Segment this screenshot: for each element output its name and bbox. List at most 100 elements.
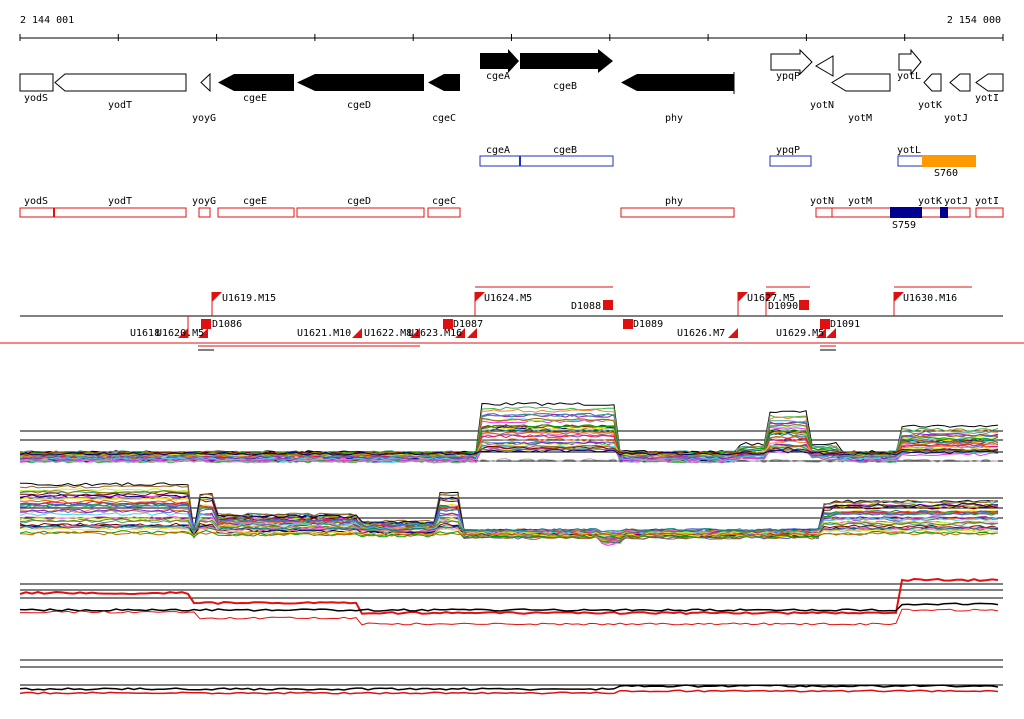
panel2-series-line [19, 529, 999, 540]
feature-label-D1089[interactable]: D1089 [633, 319, 663, 330]
gene-arrow-yotI[interactable] [975, 73, 1004, 92]
feature-label-D1090[interactable]: D1090 [768, 301, 798, 312]
red-label-phy: phy [665, 196, 683, 207]
panel2-series-line [19, 525, 999, 533]
expression-panel-1 [19, 402, 1003, 464]
panel3-series-red [19, 577, 999, 616]
gene-label-yotK: yotK [918, 100, 942, 111]
panel1-series-line [19, 447, 999, 456]
feature-label-U1619.M15[interactable]: U1619.M15 [222, 293, 276, 304]
red-segment-yoyG[interactable] [198, 207, 211, 218]
gene-label-yotN: yotN [810, 100, 834, 111]
feature-label-U1621.M10[interactable]: U1621.M10 [297, 328, 351, 339]
red-segment-cgeD[interactable] [296, 207, 425, 218]
feature-label-U1626.M7[interactable]: U1626.M7 [677, 328, 725, 339]
feature-label-U1623.M16[interactable]: U1623.M16 [408, 328, 462, 339]
feature-label-U1630.M16[interactable]: U1630.M16 [903, 293, 957, 304]
feature-label-D1086[interactable]: D1086 [212, 319, 242, 330]
red-segment-track: yodS yodT yoyG cgeE cgeD cgeC phy yotN y… [19, 196, 1004, 231]
feature-label-U1624.M5[interactable]: U1624.M5 [484, 293, 532, 304]
blue-label-cgeA: cgeA [486, 145, 510, 156]
red-label-cgeD: cgeD [347, 196, 371, 207]
feature-label-D1088[interactable]: D1088 [571, 301, 601, 312]
feature-label-U1618[interactable]: U1618 [130, 328, 160, 339]
gene-label-ypqP: ypqP [776, 71, 800, 82]
panel4-series-black [19, 684, 999, 691]
gene-arrow-yodT[interactable] [54, 73, 187, 92]
feature-label-U1620.M5[interactable]: U1620.M5 [156, 328, 204, 339]
red-label-cgeC: cgeC [432, 196, 456, 207]
gene-track-filled: cgeE cgeD cgeC cgeA cgeB phy [218, 49, 735, 124]
gene-label-yoyG: yoyG [192, 113, 216, 124]
orange-block[interactable] [922, 155, 976, 167]
navy-block-label: S759 [892, 220, 916, 231]
red-label-yotJ: yotJ [944, 196, 968, 207]
gene-arrow-cgeA[interactable] [480, 49, 519, 73]
gene-label-yodS: yodS [24, 93, 48, 104]
red-label-yotI: yotI [975, 196, 999, 207]
gene-arrow-cgeD[interactable] [297, 74, 424, 91]
ruler-end-label: 2 154 000 [947, 15, 1001, 26]
gene-arrow-cgeE[interactable] [218, 74, 294, 91]
red-label-yotN: yotN [810, 196, 834, 207]
feature-label-D1087[interactable]: D1087 [453, 319, 483, 330]
gene-track-annotation: yodS yodT yoyG ypqP yotN yotM yotL yotK … [19, 48, 1004, 124]
gene-arrow-phy[interactable] [621, 74, 734, 91]
navy-block-small[interactable] [940, 207, 948, 218]
red-segment-yotN[interactable] [815, 207, 833, 218]
gene-label-cgeD: cgeD [347, 100, 371, 111]
navy-block[interactable] [890, 207, 922, 218]
red-label-yodS: yodS [24, 196, 48, 207]
gene-arrow-yotM[interactable] [831, 73, 891, 92]
feature-upper-markers [211, 292, 904, 316]
blue-label-ypqP: ypqP [776, 145, 800, 156]
panel3-series-black [19, 602, 999, 612]
gene-label-cgeC: cgeC [432, 113, 456, 124]
blue-segment-ypqP[interactable] [769, 155, 812, 167]
gene-label-yotJ: yotJ [944, 113, 968, 124]
red-segment-yotI[interactable] [975, 207, 1004, 218]
gene-arrow-cgeC[interactable] [428, 74, 460, 91]
gene-label-phy: phy [665, 113, 683, 124]
feature-lower-markers [178, 316, 836, 338]
red-segment-yod[interactable] [19, 207, 187, 218]
panel3-series-red-2 [20, 608, 999, 626]
panel1-series-line [19, 458, 999, 464]
gene-arrow-yotN[interactable] [815, 55, 834, 77]
red-segment-cgeE[interactable] [217, 207, 295, 218]
feature-label-U1629.M5[interactable]: U1629.M5 [776, 328, 824, 339]
expression-panel-4 [19, 659, 1003, 695]
panel1-series-line [19, 449, 999, 456]
panel1-series-line [19, 441, 999, 464]
red-segment-cgeC[interactable] [427, 207, 461, 218]
gene-label-yotI: yotI [975, 93, 999, 104]
orange-block-label: S760 [934, 168, 958, 179]
feature-label-U1627.M5[interactable]: U1627.M5 [747, 293, 795, 304]
blue-segment-yotL[interactable] [897, 155, 925, 167]
expression-panel-3 [19, 577, 1003, 626]
expression-panel-2 [19, 482, 1003, 547]
ruler-start-label: 2 144 001 [20, 15, 74, 26]
gene-arrow-cgeB[interactable] [520, 49, 613, 73]
gene-arrow-ypqP[interactable] [770, 48, 813, 76]
red-label-cgeE: cgeE [243, 196, 267, 207]
blue-segment-cge[interactable] [479, 155, 614, 167]
red-segment-phy[interactable] [620, 207, 735, 218]
gene-arrow-yodS[interactable] [19, 73, 54, 92]
gene-arrow-yotJ[interactable] [949, 73, 971, 92]
red-label-yodT: yodT [108, 196, 132, 207]
gene-arrow-yotK[interactable] [923, 73, 942, 92]
gene-arrow-yotL[interactable] [898, 48, 922, 76]
gene-label-yodT: yodT [108, 100, 132, 111]
blue-label-yotL: yotL [897, 145, 921, 156]
feature-label-D1091[interactable]: D1091 [830, 319, 860, 330]
panel2-series-line [19, 531, 999, 537]
red-label-yotM: yotM [848, 196, 872, 207]
gene-label-yotM: yotM [848, 113, 872, 124]
gene-label-cgeE: cgeE [243, 93, 267, 104]
feature-label-U1622.M8[interactable]: U1622.M8 [364, 328, 412, 339]
blue-label-cgeB: cgeB [553, 145, 577, 156]
gene-arrow-yoyG[interactable] [200, 72, 211, 93]
panel2-series-line [19, 527, 999, 539]
